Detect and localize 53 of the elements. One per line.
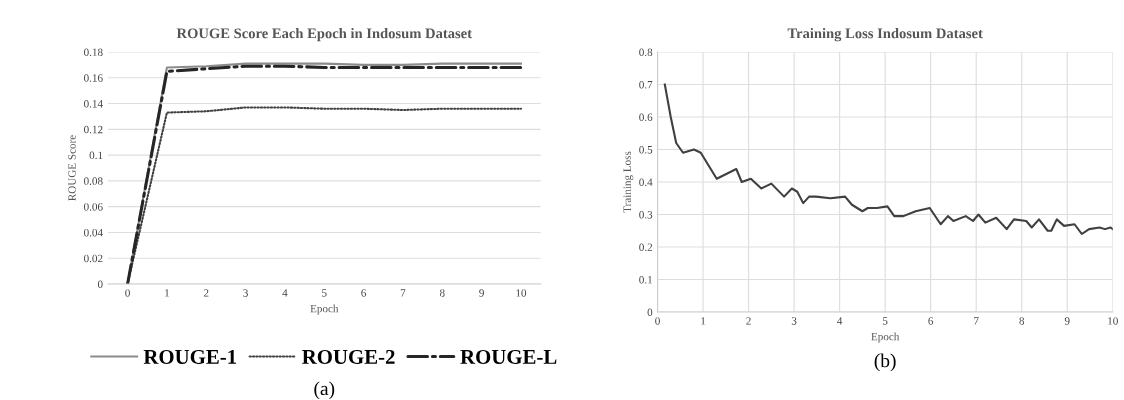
y-tick-label: 0.8	[639, 48, 653, 57]
legend-label: ROUGE-L	[460, 349, 557, 364]
y-tick-label: 0.02	[84, 254, 103, 263]
y-tick-label: 0.08	[84, 177, 103, 185]
y-tick-label: 0.5	[639, 145, 653, 154]
x-axis-title: Epoch	[310, 304, 339, 315]
x-tick-label: 9	[479, 289, 484, 297]
x-tick-label: 5	[322, 289, 327, 297]
x-tick-label: 7	[400, 289, 406, 297]
x-tick-label: 9	[1064, 317, 1070, 325]
text: (b)	[874, 353, 896, 372]
y-axis-title: ROUGE Score	[68, 135, 76, 201]
x-tick-label: 8	[439, 289, 445, 297]
x-tick-label: 6	[928, 317, 934, 325]
y-tick-label: 0.18	[84, 48, 103, 57]
x-tick-label: 4	[837, 317, 843, 325]
legend-label: ROUGE-2	[302, 349, 395, 364]
x-tick-label: 5	[883, 317, 888, 325]
text: (a)	[314, 381, 335, 400]
y-tick-label: 0.14	[84, 100, 103, 108]
y-tick-label: 0.7	[639, 80, 653, 89]
chart-title: ROUGE Score Each Epoch in Indosum Dataset	[176, 27, 472, 42]
x-tick-label: 2	[203, 289, 209, 297]
legend-label: ROUGE-1	[143, 349, 237, 364]
x-tick-label: 8	[1019, 317, 1025, 325]
y-tick-label: 0	[97, 280, 103, 288]
y-axis-title: Training Loss	[623, 151, 634, 213]
line-series	[663, 83, 1113, 236]
x-tick-label: 2	[746, 317, 751, 325]
x-tick-label: 4	[282, 289, 288, 297]
y-tick-label: 0.4	[639, 178, 653, 187]
x-axis-title: Epoch	[871, 332, 900, 343]
y-tick-label: 0.1	[639, 275, 653, 284]
chart-title: Training Loss Indosum Dataset	[787, 27, 983, 42]
x-tick-label: 10	[1108, 317, 1118, 325]
y-tick-label: 0.06	[84, 203, 103, 211]
x-tick-label: 0	[125, 289, 130, 297]
y-tick-label: 0.04	[84, 228, 103, 237]
x-tick-label: 10	[516, 289, 527, 297]
x-tick-label: 3	[791, 317, 797, 325]
y-tick-label: 0.12	[84, 125, 103, 134]
y-tick-label: 0	[647, 308, 653, 316]
x-tick-label: 0	[655, 317, 660, 325]
y-tick-label: 0.2	[639, 243, 653, 252]
x-tick-label: 1	[701, 317, 706, 325]
x-tick-label: 6	[361, 289, 367, 297]
x-tick-label: 1	[165, 289, 170, 297]
y-tick-label: 0.6	[639, 113, 653, 122]
y-tick-label: 0.3	[639, 210, 653, 219]
y-tick-label: 0.16	[84, 74, 103, 82]
y-tick-label: 0.1	[89, 151, 103, 160]
x-tick-label: 7	[974, 317, 979, 325]
x-tick-label: 3	[243, 289, 248, 297]
